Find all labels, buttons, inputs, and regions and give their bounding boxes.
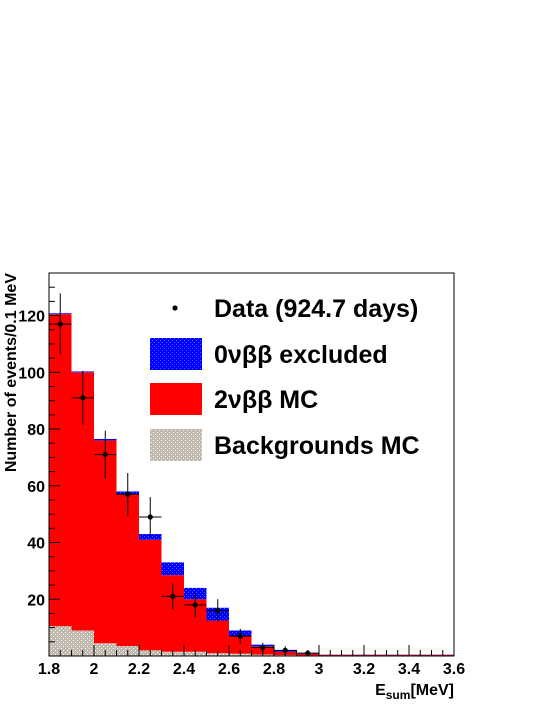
x-tick-label: 3.2 (353, 661, 375, 678)
x-tick-label: 3.4 (398, 661, 420, 678)
y-axis-title: Number of events/0.1 MeV (3, 273, 20, 473)
data-point (161, 583, 184, 610)
bar-1-8 (229, 636, 252, 654)
bar-1-3 (116, 494, 139, 647)
legend-entry: 2νββ MC (150, 383, 318, 415)
data-point (139, 497, 162, 537)
legend-entry: Data (924.7 days) (172, 295, 418, 323)
data-point (94, 430, 117, 479)
legend-swatch (150, 429, 202, 461)
legend-label: 2νββ MC (214, 386, 318, 414)
legend-label: Backgrounds MC (214, 432, 420, 460)
bar-1-4 (139, 539, 162, 651)
y-tick-label: 20 (27, 592, 45, 609)
bar-1-0 (49, 314, 72, 627)
x-tick-label: 2.2 (128, 661, 150, 678)
x-axis-title: Esum[MeV] (375, 682, 454, 702)
x-tick-label: 2.6 (218, 661, 240, 678)
y-tick-label: 60 (27, 479, 45, 496)
data-point (49, 293, 72, 355)
legend-entry: 0νββ excluded (150, 338, 388, 370)
legend: Data (924.7 days) 0νββ excluded 2νββ MC Bac… (150, 295, 420, 461)
x-tick-label: 3.6 (443, 661, 465, 678)
x-axis: 1.8 2 2.2 2.4 2.6 2.8 3 3.2 3.4 3.6 (38, 645, 465, 678)
x-tick-label: 2 (90, 661, 99, 678)
legend-entry: Backgrounds MC (150, 429, 420, 461)
y-tick-label: 80 (27, 422, 45, 439)
x-tick-label: 2.8 (263, 661, 285, 678)
y-tick-label: 100 (18, 365, 45, 382)
data-point (229, 628, 252, 644)
data-point (206, 599, 229, 622)
bar-1-5 (161, 575, 184, 652)
data-point (71, 370, 94, 425)
bar-0-2 (94, 643, 117, 656)
legend-marker (172, 305, 178, 311)
bar-1-1 (71, 372, 94, 631)
bar-0-1 (71, 630, 94, 656)
legend-label: Data (924.7 days) (214, 295, 418, 323)
legend-swatch (150, 338, 202, 370)
bar-1-2 (94, 440, 117, 644)
x-axis-title-unit: [MeV] (410, 682, 454, 699)
bar-1-7 (206, 620, 229, 654)
data-points (49, 293, 319, 656)
bar-1-6 (184, 599, 207, 652)
x-tick-label: 1.8 (38, 661, 60, 678)
x-axis-title-subscript: sum (386, 688, 411, 702)
bar-0-0 (49, 626, 72, 656)
legend-swatch (150, 383, 202, 415)
x-tick-label: 2.4 (173, 661, 195, 678)
x-tick-label: 3 (315, 661, 324, 678)
bar-2-5 (161, 562, 184, 576)
series-1 (49, 314, 454, 656)
data-point (116, 473, 139, 516)
y-tick-label: 40 (27, 536, 45, 553)
y-tick-label: 120 (18, 309, 45, 326)
x-axis-title-main: E (375, 682, 386, 699)
legend-label: 0νββ excluded (214, 341, 388, 369)
data-point (184, 593, 207, 617)
y-axis: 20 40 60 80 100 120 (18, 272, 60, 657)
